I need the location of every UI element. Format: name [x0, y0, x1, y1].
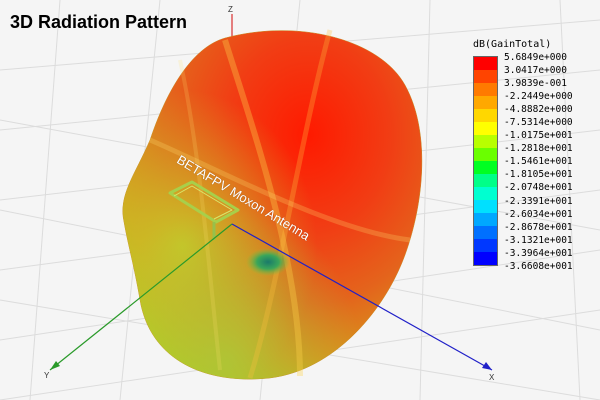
legend-swatch	[474, 174, 497, 187]
legend-swatch	[474, 226, 497, 239]
x-axis-arrow	[482, 362, 492, 370]
page-title: 3D Radiation Pattern	[10, 12, 188, 32]
legend-swatch	[474, 135, 497, 148]
legend-values: 5.6849e+000 3.0417e+000 3.9839e-001 -2.2449…	[504, 51, 573, 273]
antenna-element	[168, 180, 240, 240]
legend-swatch	[474, 161, 497, 174]
legend-value: -4.8882e+000	[504, 104, 573, 116]
y-axis-label: Y	[44, 371, 50, 380]
legend-color-scale	[473, 56, 498, 266]
legend-swatch	[474, 239, 497, 252]
legend-value: -1.0175e+001	[504, 130, 573, 142]
lobe-band-3	[149, 137, 411, 243]
legend-value: -1.8105e+001	[504, 169, 573, 181]
legend-title: dB(GainTotal)	[473, 39, 552, 50]
legend-swatch	[474, 252, 497, 265]
z-axis-label: Z	[228, 5, 233, 14]
legend-swatch	[474, 70, 497, 83]
x-axis-label: X	[489, 373, 495, 382]
legend-value: -2.0748e+001	[504, 182, 573, 194]
x-axis-line	[231, 223, 493, 371]
legend-value: 3.0417e+000	[504, 65, 567, 77]
legend-value: 3.9839e-001	[504, 78, 567, 90]
legend-value: -2.6034e+001	[504, 208, 573, 220]
lobe-bottom-glow	[122, 30, 422, 380]
radiation-lobe[interactable]	[122, 29, 423, 380]
legend-value: -7.5314e+000	[504, 117, 573, 129]
legend-swatch	[474, 122, 497, 135]
legend-swatch	[474, 187, 497, 200]
legend-value: -1.2818e+001	[504, 143, 573, 155]
legend-swatch	[474, 213, 497, 226]
legend-value: -2.2449e+000	[504, 91, 573, 103]
y-axis-line	[49, 223, 233, 371]
legend-swatch	[474, 200, 497, 213]
legend-value: 5.6849e+000	[504, 52, 567, 63]
legend-value: -3.6608e+001	[504, 260, 573, 272]
legend-value: -1.5461e+001	[504, 156, 573, 168]
legend-value: -3.3964e+001	[504, 247, 573, 259]
legend-swatch	[474, 57, 497, 70]
lobe-null-region	[246, 248, 290, 276]
legend-swatch	[474, 109, 497, 122]
legend-swatch	[474, 83, 497, 96]
legend-value: -3.1321e+001	[504, 234, 573, 246]
lobe-band-2	[247, 29, 333, 379]
legend-value: -2.3391e+001	[504, 195, 573, 207]
legend-value: -2.8678e+001	[504, 221, 573, 233]
legend-swatch	[474, 96, 497, 109]
legend-swatch	[474, 148, 497, 161]
y-axis-arrow	[50, 361, 60, 370]
lobe-band-1	[222, 39, 303, 377]
